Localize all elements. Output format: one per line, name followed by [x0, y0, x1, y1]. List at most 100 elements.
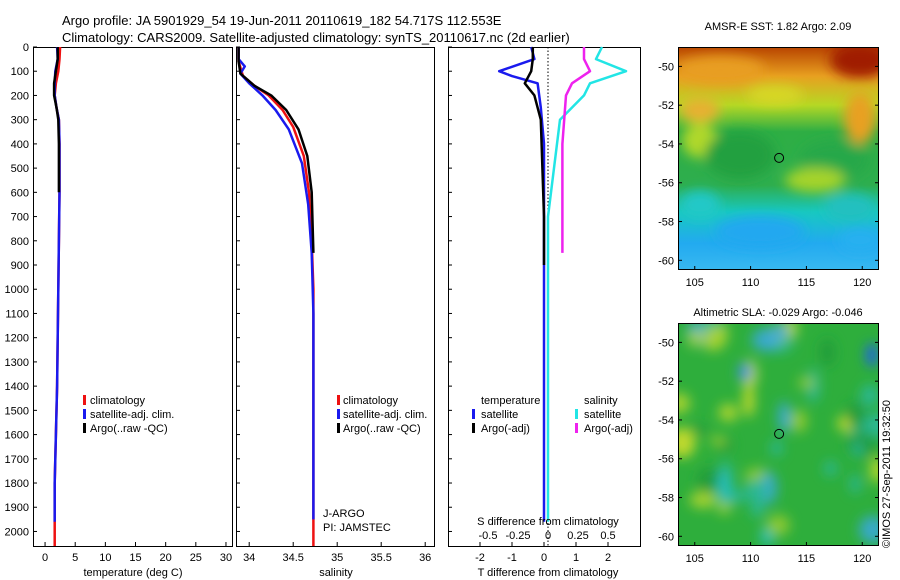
depth-tick-label: 600: [11, 187, 29, 199]
difference-axes: [448, 47, 641, 547]
profile-lines: [52, 46, 628, 546]
lon-tick-label: 105: [686, 553, 704, 565]
temperature-legend: climatology satellite-adj. clim. Argo(..…: [83, 395, 174, 435]
depth-tick-label: 800: [11, 236, 29, 248]
lon-tick-label: 115: [798, 553, 816, 565]
legend-swatch-blue: [337, 409, 340, 419]
legend-swatch-black: [83, 423, 86, 433]
sla-texture-blob: [770, 440, 783, 456]
sla-texture-blob: [797, 376, 816, 389]
salinity-climatology-line: [237, 47, 315, 546]
temperature-argo-raw-qc-line: [52, 47, 61, 193]
legend-climatology: climatology: [90, 395, 146, 407]
sla-texture-blob: [870, 456, 879, 484]
sla-texture-blob: [859, 515, 879, 544]
depth-tick-label: 0: [23, 42, 29, 54]
salinity-satellite-adj-clim-line: [237, 47, 315, 520]
s-diff-tick-label: 0: [545, 530, 551, 542]
difference-temperature-argo-adj--line: [523, 47, 546, 265]
imos-watermark: ©IMOS 27-Sep-2011 19:32:50: [881, 400, 893, 548]
sla-texture-blob: [849, 474, 861, 494]
sla-texture-blob: [863, 412, 879, 437]
temperature-xlabel: temperature (deg C): [83, 567, 182, 579]
x-tick-label: 34: [243, 552, 255, 564]
lat-tick-label: -50: [658, 61, 674, 73]
depth-tick-label: 200: [11, 90, 29, 102]
legend-swatch-red: [83, 395, 86, 405]
x-tick-label: -1: [507, 552, 517, 564]
x-tick-label: 10: [99, 552, 111, 564]
sla-texture-blob: [851, 442, 864, 457]
x-tick-label: 15: [129, 552, 141, 564]
s-diff-tick-label: 0.25: [567, 530, 588, 542]
sla-map-frame: [678, 323, 879, 546]
sla-texture-blob: [738, 363, 752, 381]
header-line-1: Argo profile: JA 5901929_54 19-Jun-2011 …: [62, 13, 502, 28]
lat-tick-label: -56: [658, 178, 674, 190]
salinity-legend: climatology satellite-adj. clim. Argo(..…: [337, 395, 427, 435]
depth-tick-label: 1000: [5, 284, 29, 296]
difference-temperature-satellite-line: [497, 46, 546, 522]
sla-texture-blob: [699, 323, 728, 351]
lat-tick-label: -52: [658, 100, 674, 112]
x-tick-label: 5: [72, 552, 78, 564]
s-diff-tick-label: -0.5: [479, 530, 498, 542]
sst-heatmap: [678, 47, 879, 270]
sla-heatmap: [678, 323, 879, 546]
lat-tick-label: -58: [658, 217, 674, 229]
lat-tick-label: -52: [658, 376, 674, 388]
x-tick-label: 35: [331, 552, 343, 564]
legend-swatch-blue: [83, 409, 86, 419]
legend-argo: Argo(..raw -QC): [90, 423, 168, 435]
depth-tick-label: 1500: [5, 405, 29, 417]
s-diff-tick-label: 0.5: [600, 530, 615, 542]
x-tick-label: 1: [573, 552, 579, 564]
depth-tick-label: 300: [11, 115, 29, 127]
sla-map-axes: -50 -52 -54 -56 -58 -60 105 110 115 120: [658, 337, 879, 565]
depth-tick-label: 1600: [5, 430, 29, 442]
x-tick-label: 2: [605, 552, 611, 564]
x-tick-label: 36: [419, 552, 431, 564]
sst-map-axes: -50 -52 -54 -56 -58 -60 105 110 115 120: [658, 61, 879, 289]
float-program-note: J-ARGO: [323, 508, 365, 520]
x-axes-ticks: 0 5 10 15 20 25 30 34 34.5 35 35.5 36 -2 -1 0 1 2 -0.5 -0.…: [42, 530, 616, 564]
x-tick-label: 25: [190, 552, 202, 564]
lat-tick-label: -60: [658, 531, 674, 543]
legend-climatology: climatology: [343, 395, 399, 407]
sla-texture-blob: [750, 499, 765, 518]
lon-tick-label: 105: [686, 277, 704, 289]
legend-swatch-cyan: [575, 409, 578, 419]
x-tick-label: 30: [220, 552, 232, 564]
sla-texture-blob: [716, 472, 733, 504]
sla-map-title: Altimetric SLA: -0.029 Argo: -0.046: [693, 307, 862, 319]
lon-tick-label: 120: [853, 553, 871, 565]
float-pi-note: PI: JAMSTEC: [323, 522, 391, 534]
depth-tick-label: 2000: [5, 526, 29, 538]
legend-swatch-black: [472, 423, 475, 433]
sla-texture-blob: [678, 392, 691, 414]
lat-tick-label: -54: [658, 415, 674, 427]
sla-texture-blob: [743, 479, 770, 502]
sla-texture-blob: [860, 384, 879, 407]
legend-swatch-black: [337, 423, 340, 433]
x-tick-label: 34.5: [282, 552, 303, 564]
depth-tick-label: 400: [11, 139, 29, 151]
legend-salinity-title: salinity: [584, 395, 618, 407]
depth-tick-label: 1200: [5, 333, 29, 345]
difference-salinity-argo-adj--line: [561, 47, 592, 253]
difference-legend: temperature salinity satellite Argo(-adj…: [472, 395, 633, 435]
depth-axis: 0 100 200 300 400 500 600 700 800 900 1000 1100 1200…: [5, 42, 452, 538]
lon-tick-label: 115: [798, 277, 816, 289]
sla-texture-blob: [689, 491, 718, 509]
depth-tick-label: 100: [11, 66, 29, 78]
lon-tick-label: 110: [742, 277, 760, 289]
sla-texture-blob: [846, 402, 867, 430]
sla-texture-blob: [824, 460, 837, 477]
depth-tick-label: 1400: [5, 381, 29, 393]
depth-tick-label: 700: [11, 212, 29, 224]
x-tick-label: -2: [475, 552, 485, 564]
x-tick-label: 35.5: [370, 552, 391, 564]
sla-argo-position-marker: [774, 428, 785, 439]
sla-texture-blob: [710, 435, 727, 446]
legend-temp-argo: Argo(-adj): [481, 423, 530, 435]
